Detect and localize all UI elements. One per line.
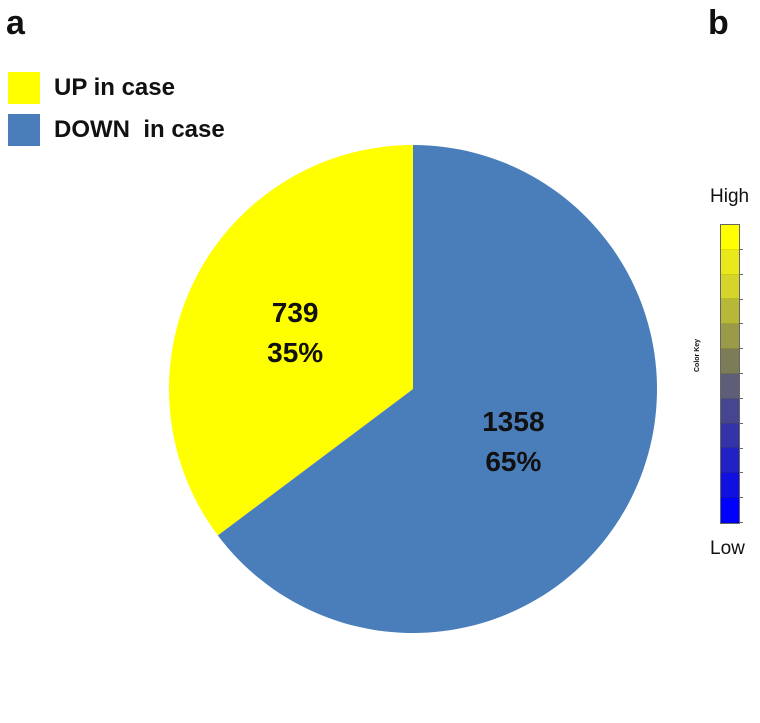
color-key-tick — [739, 273, 743, 275]
color-key-cell — [721, 473, 739, 499]
panel-label-b: b — [708, 4, 729, 42]
color-key-tick — [739, 348, 743, 350]
color-key: High Color Key Low — [690, 180, 760, 580]
color-key-cell — [721, 299, 739, 325]
legend-label-up: UP in case — [54, 74, 175, 101]
color-key-cell — [721, 498, 739, 523]
legend-item-down: DOWN in case — [8, 110, 225, 150]
color-key-tick — [739, 472, 743, 474]
color-key-cell — [721, 448, 739, 474]
color-key-tick — [739, 497, 743, 499]
legend-label-down: DOWN in case — [54, 116, 225, 143]
color-key-tick — [739, 373, 743, 374]
chart-legend: UP in case DOWN in case — [8, 68, 225, 152]
slice-percent-label-up: 35% — [267, 337, 323, 368]
pie-slice-down — [217, 145, 657, 634]
color-key-cell — [721, 373, 739, 399]
color-key-cell — [721, 274, 739, 300]
slice-percent-label-down: 65% — [485, 446, 541, 477]
color-key-tick — [739, 397, 743, 399]
color-key-cell — [721, 349, 739, 374]
blue-square-icon — [8, 114, 40, 146]
color-key-high-label: High — [710, 186, 750, 207]
color-key-gradient-bar — [720, 224, 740, 524]
slice-value-label-down: 1358 — [482, 406, 544, 437]
yellow-square-icon — [8, 72, 40, 104]
color-key-cell — [721, 398, 739, 424]
color-key-tick — [739, 422, 743, 424]
legend-item-up: UP in case — [8, 68, 225, 108]
color-key-cell — [721, 225, 739, 250]
panel-label-a: a — [6, 4, 25, 42]
color-key-low-label: Low — [710, 538, 745, 559]
color-key-tick — [739, 522, 743, 523]
color-key-title: Color Key — [694, 338, 701, 372]
slice-value-label-up: 739 — [272, 297, 319, 328]
color-key-cell — [721, 324, 739, 350]
color-key-tick — [739, 323, 743, 325]
color-key-cell — [721, 423, 739, 449]
color-key-tick — [739, 298, 743, 300]
color-key-cell — [721, 249, 739, 275]
pie-slice-up — [169, 145, 413, 536]
color-key-tick — [739, 248, 743, 250]
color-key-tick — [739, 447, 743, 449]
